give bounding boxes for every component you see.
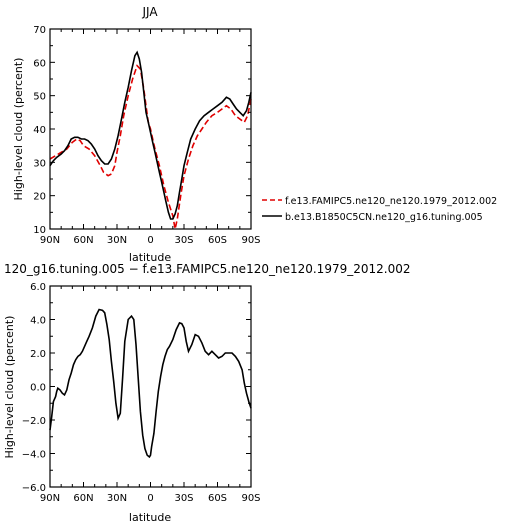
bottom-panel: 120_g16.tuning.005 − f.e13.FAMIPC5.ne120…	[3, 262, 410, 524]
bottom-plot-frame	[49, 285, 252, 488]
top-x-tick-label: 30S	[174, 235, 193, 246]
top-x-tick-label: 90S	[241, 235, 260, 246]
legend-label-famipc5: f.e13.FAMIPC5.ne120_ne120.1979_2012.002	[285, 196, 497, 207]
top-y-axis-label: High-level cloud (percent)	[12, 58, 25, 201]
top-x-tick-label: 60N	[73, 235, 93, 246]
bottom-x-tick-label: 60N	[73, 493, 93, 504]
top-series-b-e13-b1850c5cn-ne120-g16-tuning-005	[49, 50, 252, 220]
top-x-tick-label: 30N	[107, 235, 127, 246]
top-x-tick-label: 0	[147, 235, 153, 246]
top-chart-title: JJA	[141, 5, 158, 19]
bottom-x-tick-label: 0	[147, 493, 153, 504]
top-y-tick-label: 30	[33, 158, 46, 169]
bottom-x-tick-label: 30N	[107, 493, 127, 504]
legend-label-b1850: b.e13.B1850C5CN.ne120_g16.tuning.005	[285, 212, 483, 223]
bottom-y-tick-label: −4.0	[22, 450, 46, 461]
top-panel: JJA 90N 60N 30N 0 30S 60S 90S 10 20 30 40 50 60 70 Hi…	[12, 5, 261, 264]
bottom-y-tick-label: 2.0	[30, 349, 46, 360]
top-x-tick-label: 60S	[208, 235, 227, 246]
legend: f.e13.FAMIPC5.ne120_ne120.1979_2012.002 …	[262, 196, 497, 223]
top-x-tick-label: 90N	[40, 235, 60, 246]
bottom-y-tick-label: 6.0	[30, 282, 46, 293]
bottom-y-tick-label: 4.0	[30, 316, 46, 327]
bottom-y-tick-label: 0.0	[30, 383, 46, 394]
top-y-tick-label: 10	[33, 225, 46, 236]
top-x-axis-label: latitude	[129, 251, 171, 264]
top-series-f-e13-famipc5-ne120-ne120-1979-2012-002	[49, 64, 252, 230]
top-y-tick-label: 20	[33, 192, 46, 203]
bottom-y-tick-label: −6.0	[22, 483, 46, 494]
top-y-tick-label: 60	[33, 58, 46, 69]
top-plot-area: 90N 60N 30N 0 30S 60S 90S 10 20 30 40 50 60 70	[33, 25, 260, 246]
bottom-x-tick-label: 30S	[174, 493, 193, 504]
top-y-tick-label: 40	[33, 125, 46, 136]
top-y-tick-label: 70	[33, 25, 46, 36]
bottom-plot-area: 90N 60N 30N 0 30S 60S 90S −6.0 −4.0 −2.0 0.0 2.0 4.0…	[22, 282, 261, 504]
bottom-y-tick-label: −2.0	[22, 416, 46, 427]
bottom-x-tick-label: 90S	[241, 493, 260, 504]
bottom-x-tick-label: 90N	[40, 493, 60, 504]
bottom-x-tick-label: 60S	[208, 493, 227, 504]
bottom-x-axis-label: latitude	[129, 511, 171, 524]
top-y-tick-label: 50	[33, 92, 46, 103]
bottom-chart-title: 120_g16.tuning.005 − f.e13.FAMIPC5.ne120…	[4, 262, 410, 276]
bottom-series-difference	[49, 308, 252, 459]
bottom-y-axis-label: High-level cloud (percent)	[3, 316, 16, 459]
